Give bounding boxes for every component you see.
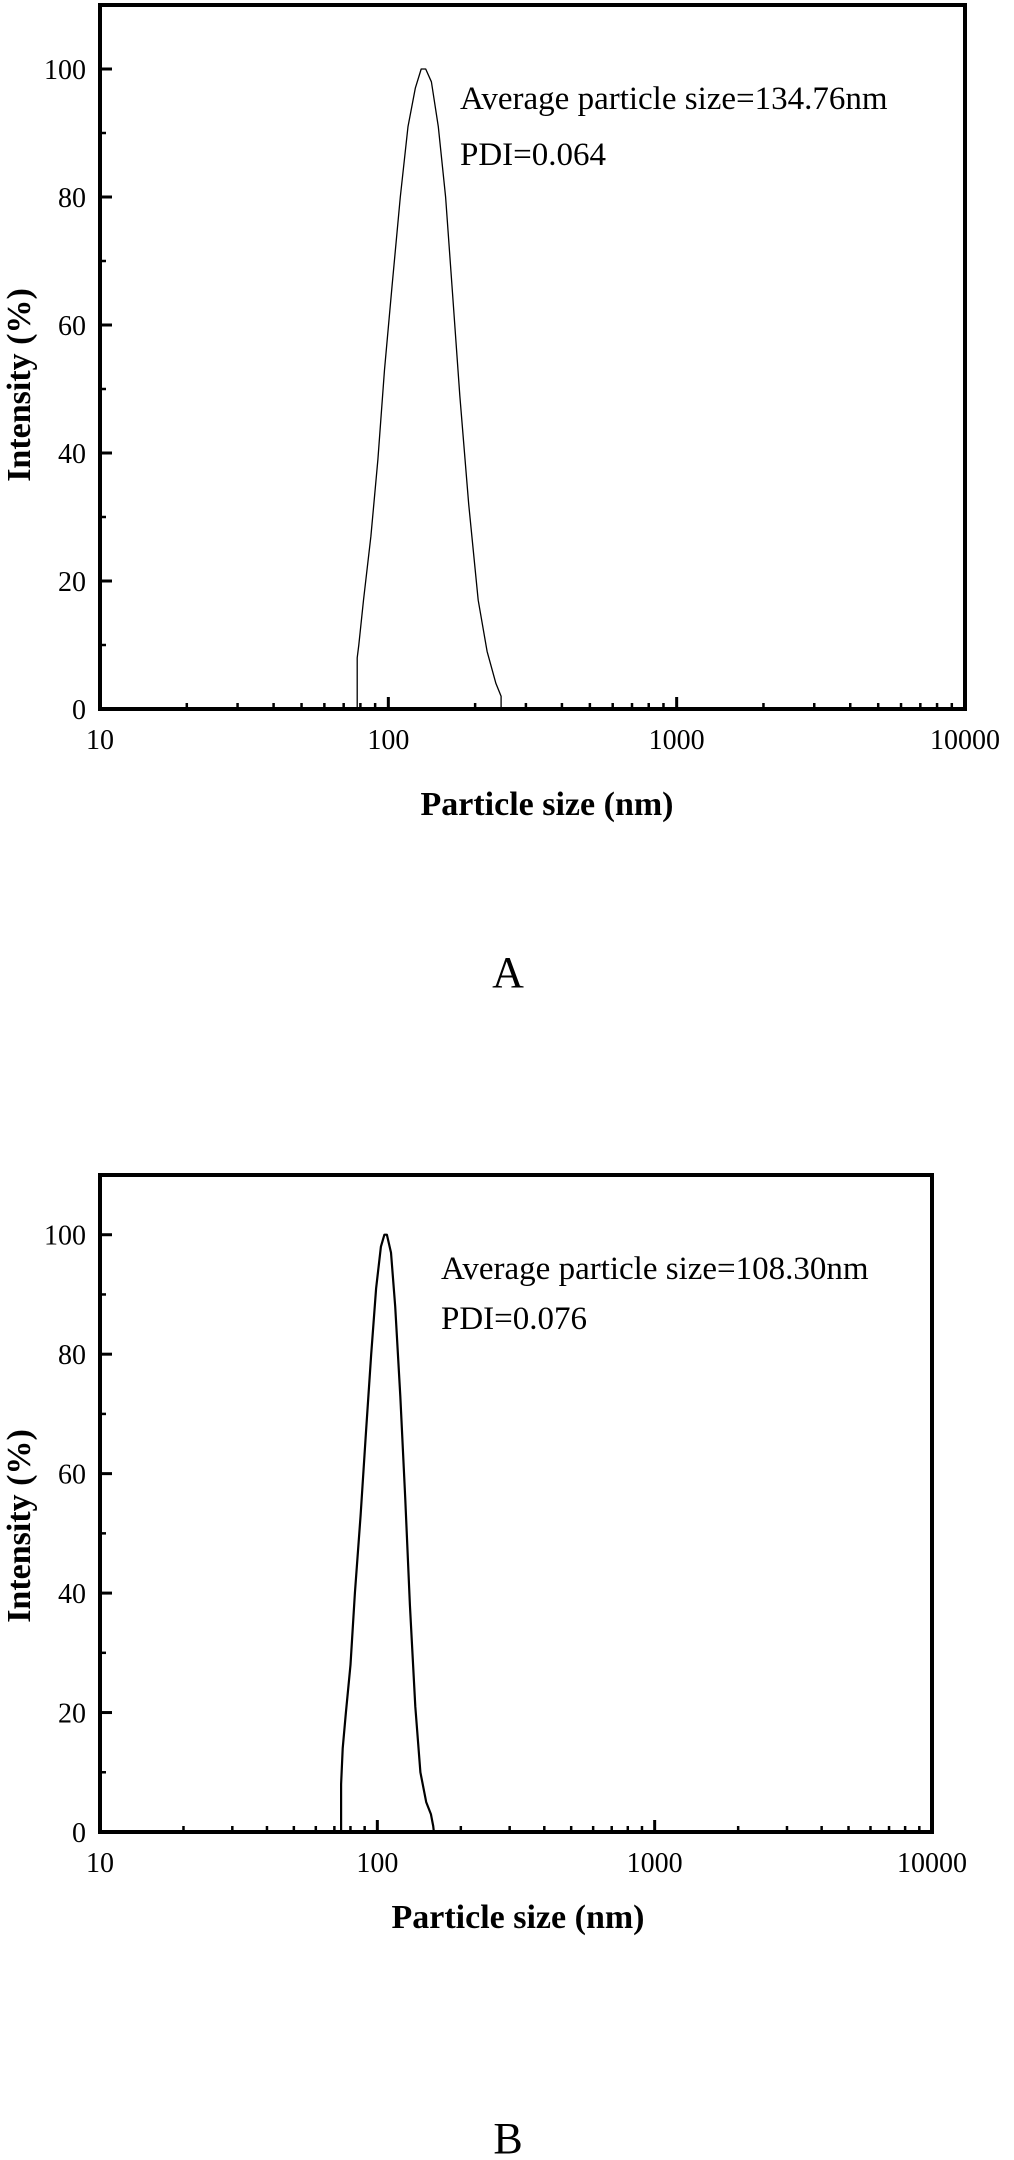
x-tick-label-b: 10	[86, 1848, 114, 1879]
panel-label-a: A	[492, 948, 524, 997]
y-tick-label-a: 80	[58, 183, 86, 214]
x-axis-title-a: Particle size (nm)	[421, 786, 674, 823]
x-tick-label-b: 1000	[627, 1848, 683, 1879]
distribution-curve-b	[340, 1233, 435, 1833]
y-axis-title-a: Intensity (%)	[1, 288, 38, 482]
chart-panel-b: Average particle size=108.30nm PDI=0.076…	[1, 1173, 967, 2160]
plot-frame-b	[98, 1173, 934, 1834]
y-tick-label-b: 20	[58, 1699, 86, 1730]
x-axis-title-b: Particle size (nm)	[392, 1899, 645, 1936]
y-tick-label-b: 100	[44, 1221, 86, 1252]
x-tick-label-a: 10000	[930, 725, 1000, 756]
y-axis-title-b: Intensity (%)	[1, 1429, 38, 1623]
x-tick-label-a: 1000	[649, 725, 705, 756]
distribution-curve-a	[356, 68, 502, 709]
y-tick-label-b: 60	[58, 1460, 86, 1491]
x-tick-label-b: 100	[356, 1848, 398, 1879]
y-tick-label-a: 0	[72, 695, 86, 726]
chart-panel-a: Average particle size=134.76nm PDI=0.064…	[1, 3, 1000, 997]
y-tick-label-a: 100	[44, 55, 86, 86]
y-tick-label-b: 40	[58, 1579, 86, 1610]
x-tick-label-a: 100	[367, 725, 409, 756]
y-tick-label-a: 60	[58, 311, 86, 342]
annotation-average-size-a: Average particle size=134.76nm	[460, 81, 888, 117]
y-tick-label-b: 0	[72, 1818, 86, 1849]
x-tick-label-a: 10	[86, 725, 114, 756]
panel-label-b: B	[493, 2114, 522, 2160]
y-tick-label-a: 20	[58, 567, 86, 598]
plot-frame-a	[98, 3, 967, 711]
annotation-pdi-b: PDI=0.076	[441, 1301, 587, 1337]
y-tick-label-a: 40	[58, 439, 86, 470]
annotation-average-size-b: Average particle size=108.30nm	[441, 1251, 869, 1287]
y-tick-label-b: 80	[58, 1340, 86, 1371]
annotation-pdi-a: PDI=0.064	[460, 137, 606, 173]
x-tick-label-b: 10000	[897, 1848, 967, 1879]
